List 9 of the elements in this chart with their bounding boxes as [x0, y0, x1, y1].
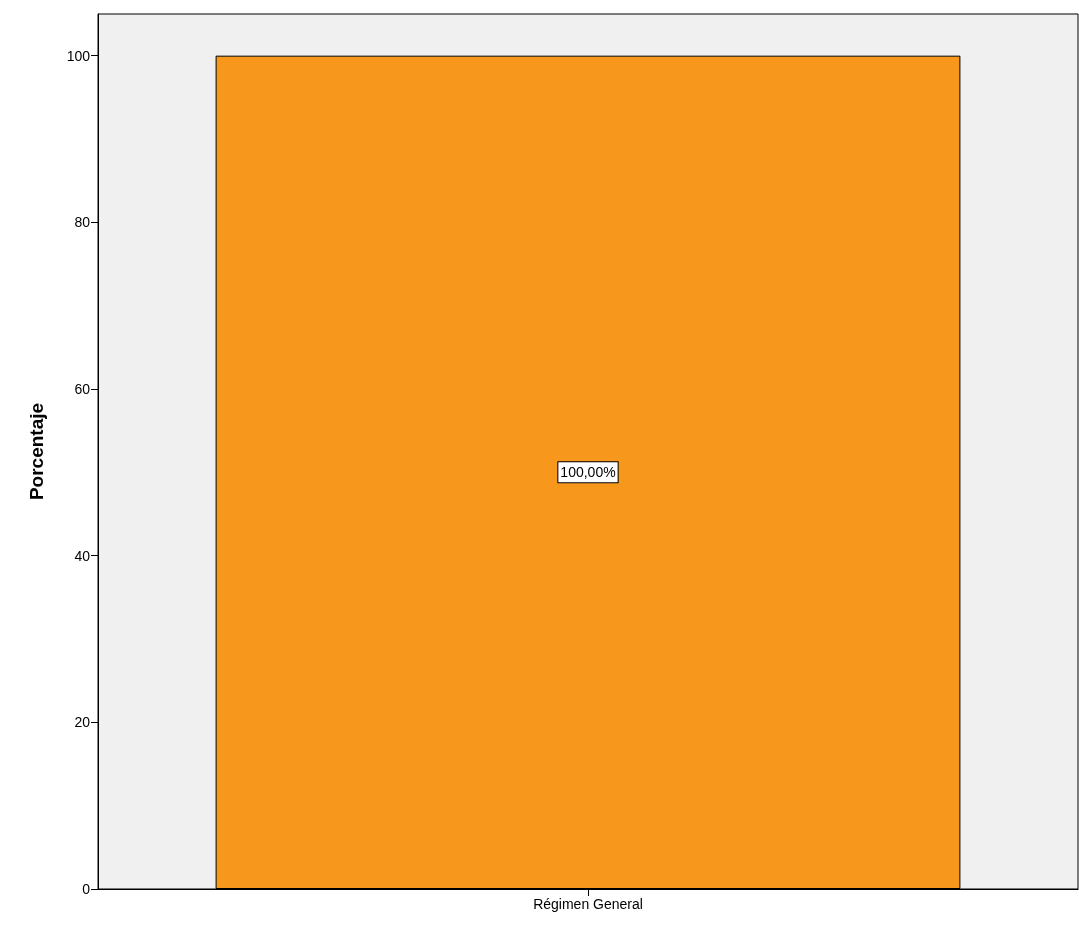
y-tick-label: 80: [74, 214, 91, 231]
data-label: 100,00%: [560, 464, 616, 481]
y-axis-title: Porcentaje: [26, 402, 47, 501]
x-tick-label: Régimen General: [533, 896, 643, 912]
y-tick-label: 100: [66, 47, 91, 64]
y-tick-label: 0: [82, 881, 91, 897]
y-tick-label: 40: [74, 547, 91, 564]
y-tick-label: 60: [74, 381, 91, 397]
y-tick-label: 20: [74, 714, 91, 731]
